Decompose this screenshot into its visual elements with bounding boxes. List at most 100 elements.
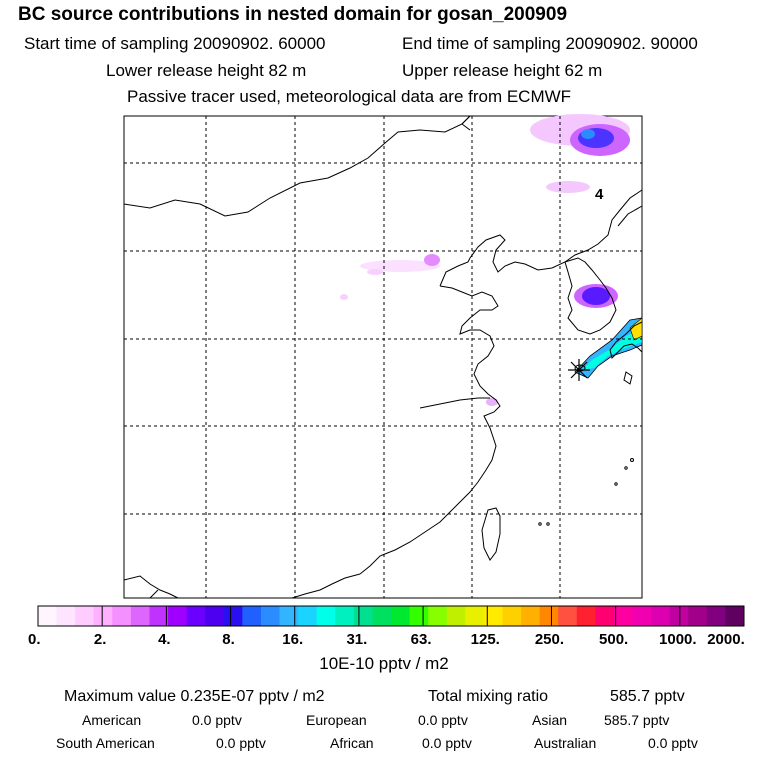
day-marker-label: 4 (595, 186, 604, 203)
region-value: 585.7 pptv (604, 712, 670, 728)
legend-tick-label: 250. (535, 631, 564, 648)
region-value: 0.0 pptv (422, 735, 472, 751)
legend-frame (37, 605, 745, 627)
coast-korea (564, 257, 617, 335)
border-korea-north (439, 189, 643, 287)
grid-lines (124, 116, 642, 598)
color-legend (37, 605, 745, 627)
coast-japan-island (623, 371, 633, 385)
chart-title: BC source contributions in nested domain… (18, 4, 568, 25)
border-north (123, 115, 471, 217)
legend-swatch (279, 606, 299, 626)
legend-swatch (353, 606, 373, 626)
legend-tick-label: 2000. (707, 631, 745, 648)
legend-swatch (483, 606, 503, 626)
legend-tick-label: 8. (222, 631, 235, 648)
legend-swatch (725, 606, 745, 626)
legend-swatch (391, 606, 411, 626)
legend-tick-label: 0. (28, 631, 41, 648)
legend-swatch (260, 606, 281, 626)
legend-swatch (409, 606, 429, 626)
island (630, 458, 634, 462)
legend-swatch (298, 606, 318, 626)
coast-taiwan (481, 507, 501, 561)
region-value: 0.0 pptv (418, 712, 468, 728)
legend-swatch (521, 606, 541, 626)
legend-swatch (242, 606, 262, 626)
legend-swatch (465, 606, 485, 626)
island (614, 482, 618, 486)
region-value: 0.0 pptv (216, 735, 266, 751)
map-frame (123, 115, 643, 599)
start-time-label: Start time of sampling 20090902. 60000 (24, 34, 326, 53)
region-name: South American (56, 735, 155, 751)
coast-hainan (149, 589, 159, 599)
legend-swatch (223, 606, 243, 626)
max-value-label: Maximum value 0.235E-07 pptv / m2 (64, 688, 325, 705)
legend-swatch (613, 606, 634, 626)
plume-inland (360, 260, 440, 272)
legend-swatch (372, 606, 392, 626)
coast-south (123, 575, 179, 599)
legend-swatch (38, 606, 58, 626)
legend-swatch (539, 606, 559, 626)
legend-swatch (595, 606, 615, 626)
region-name: Australian (534, 735, 597, 751)
legend-swatch (56, 606, 76, 626)
tracer-label: Passive tracer used, meteorological data… (127, 87, 572, 106)
region-name: Asian (532, 712, 568, 728)
legend-swatch (576, 606, 596, 626)
region-name: European (306, 712, 367, 728)
legend-swatch (446, 606, 466, 626)
region-value: 0.0 pptv (648, 735, 698, 751)
coast-china (359, 285, 501, 575)
legend-tick-label: 125. (471, 631, 500, 648)
lower-release-label: Lower release height 82 m (106, 61, 307, 80)
legend-tick-labels: 0. 2. 4. 8. 16. 31. 63. 125. 250. 500. 1000. 2000. (28, 631, 745, 648)
map-panel: 4 (123, 114, 643, 599)
legend-swatch (632, 606, 652, 626)
legend-tick-label: 16. (282, 631, 303, 648)
legend-tick-label: 2. (94, 631, 107, 648)
coast-japan (609, 321, 643, 359)
region-value: 0.0 pptv (192, 712, 242, 728)
island (538, 522, 542, 526)
legend-swatch (669, 606, 689, 626)
legend-swatch (428, 606, 448, 626)
legend-swatch (112, 606, 132, 626)
legend-tick-label: 4. (158, 631, 171, 648)
legend-swatch (186, 606, 206, 626)
legend-unit-label: 10E-10 pptv / m2 (319, 654, 449, 673)
legend-swatch (316, 606, 336, 626)
legend-swatch (706, 606, 726, 626)
border-ne (461, 115, 471, 131)
coastlines (123, 115, 643, 599)
plume-inland-west (367, 269, 383, 275)
legend-swatch (335, 606, 355, 626)
plume-marker4 (546, 181, 590, 193)
island (546, 522, 550, 526)
coast-russia (617, 205, 643, 227)
legend-swatch (149, 606, 169, 626)
plume-speck (340, 294, 348, 300)
total-mixing-value: 585.7 pptv (610, 688, 685, 705)
plume-gosan-core (582, 330, 642, 370)
legend-swatch (75, 606, 95, 626)
release-site-marker (568, 359, 590, 381)
legend-tick-label: 31. (346, 631, 367, 648)
legend-swatch (168, 606, 188, 626)
legend-swatch (502, 606, 522, 626)
legend-swatch (130, 606, 150, 626)
end-time-label: End time of sampling 20090902. 90000 (402, 34, 698, 53)
legend-swatch (688, 606, 708, 626)
plume-inland-core (424, 254, 440, 266)
river-yangtze (419, 397, 490, 409)
plume-top-max (581, 129, 595, 139)
legend-tick-label: 500. (599, 631, 628, 648)
island (624, 466, 628, 470)
legend-swatch (558, 606, 578, 626)
legend-swatch (651, 606, 671, 626)
plume-korea-core (582, 287, 610, 305)
upper-release-label: Upper release height 62 m (402, 61, 603, 80)
